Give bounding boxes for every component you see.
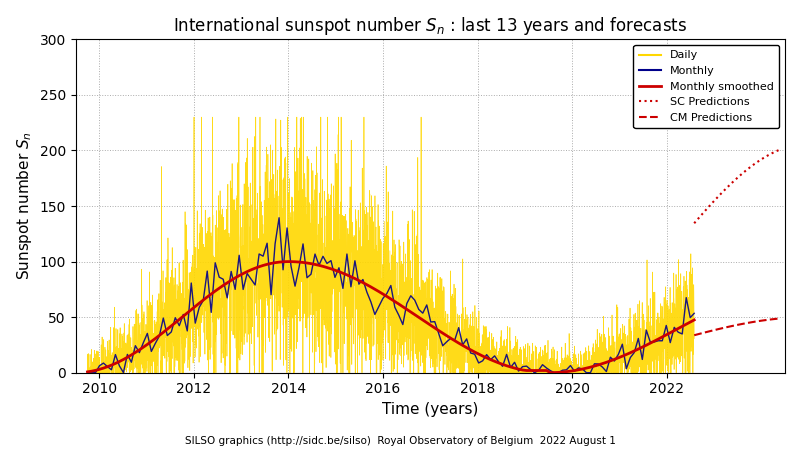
Y-axis label: Sunspot number $S_n$: Sunspot number $S_n$ (15, 131, 34, 280)
X-axis label: Time (years): Time (years) (382, 402, 478, 417)
Title: International sunspot number $S_n$ : last 13 years and forecasts: International sunspot number $S_n$ : las… (174, 15, 687, 37)
Legend: Daily, Monthly, Monthly smoothed, SC Predictions, CM Predictions: Daily, Monthly, Monthly smoothed, SC Pre… (634, 45, 779, 128)
Text: SILSO graphics (http://sidc.be/silso)  Royal Observatory of Belgium  2022 August: SILSO graphics (http://sidc.be/silso) Ro… (185, 436, 615, 446)
